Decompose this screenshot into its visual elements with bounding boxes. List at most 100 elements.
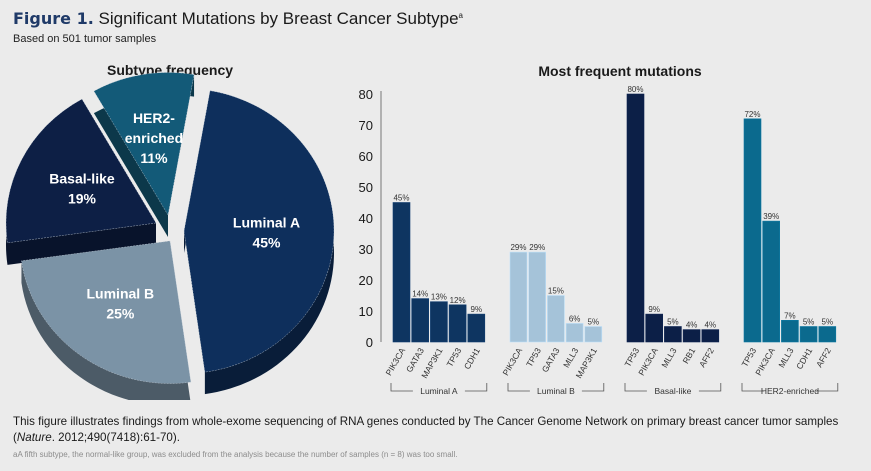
bar: [467, 313, 486, 343]
bar-value-label: 29%: [510, 243, 526, 252]
footnote: aA fifth subtype, the normal-like group,…: [13, 450, 458, 459]
x-tick-label: MLL3: [659, 346, 678, 370]
y-tick-label: 10: [359, 304, 373, 319]
pie-slice-label: Luminal B: [87, 286, 155, 302]
group-bracket-left: [624, 383, 647, 392]
caption-text: This figure illustrates findings from wh…: [13, 415, 839, 444]
group-bracket-left: [507, 383, 530, 392]
bar-chart-title: Most frequent mutations: [538, 63, 702, 79]
pie-slice-label: Basal-like: [49, 170, 115, 186]
bar: [818, 326, 837, 343]
pie-labels: Luminal A 45% Luminal B 25% Basal-like 19% HER…: [49, 110, 300, 322]
bar-value-label: 12%: [450, 296, 466, 305]
x-tick-label: MLL3: [561, 346, 580, 370]
x-tick-label: GATA3: [540, 346, 562, 374]
x-tick-label: AFF2: [814, 346, 833, 369]
bar: [430, 301, 448, 343]
pie-chart-title: Subtype frequency: [106, 62, 234, 78]
caption-journal: Nature: [16, 431, 52, 444]
bar-value-label: 80%: [627, 85, 643, 94]
bar: [584, 326, 603, 343]
bar: [682, 329, 701, 343]
bar-value-label: 15%: [548, 287, 564, 296]
bar: [762, 220, 781, 343]
group-bracket-left: [741, 383, 764, 392]
x-tick-label: CDH1: [794, 346, 814, 371]
group-label: HER2-enriched: [761, 386, 819, 396]
x-tick-label: TP53: [524, 346, 543, 369]
figure-caption: This figure illustrates findings from wh…: [13, 414, 863, 446]
figure-title-text: Significant Mutations by Breast Cancer S…: [98, 9, 459, 28]
pie-slice-label: Luminal A: [233, 214, 300, 230]
bar-value-label: 9%: [648, 305, 660, 314]
y-tick-label: 40: [359, 211, 373, 226]
bar-value-label: 29%: [529, 243, 545, 252]
group-label: Luminal A: [420, 386, 458, 396]
bar-value-label: 13%: [431, 293, 447, 302]
group-bracket-right: [464, 383, 488, 392]
y-tick-label: 20: [359, 273, 373, 288]
pie-slice: [183, 90, 335, 373]
x-tick-label: RB1: [680, 346, 697, 366]
pie-slice-label: HER2-: [133, 110, 175, 126]
pie-tops: [5, 72, 335, 384]
x-tick-label: PIK3CA: [383, 346, 407, 377]
bar-chart: 0102030405060708045%PIK3CA14%GATA313%MAP…: [359, 85, 839, 396]
pie-slice-value: 19%: [68, 190, 97, 206]
y-tick-label: 50: [359, 180, 373, 195]
bar-value-label: 45%: [393, 194, 409, 203]
bar: [664, 326, 682, 343]
bar-value-label: 39%: [763, 212, 779, 221]
bar: [547, 295, 565, 343]
group-bracket-left: [390, 383, 413, 392]
group-bracket-right: [698, 383, 722, 392]
x-tick-label: MLL3: [776, 346, 795, 370]
pie-slice-value: 11%: [140, 150, 168, 166]
footnote-marker: a: [458, 11, 463, 20]
bar: [743, 118, 762, 343]
bar: [392, 202, 411, 343]
bar: [626, 93, 645, 343]
caption-citation: . 2012;490(7418):61-70).: [51, 431, 180, 444]
bar-value-label: 5%: [667, 318, 679, 327]
bar: [509, 251, 528, 343]
bar-value-label: 7%: [784, 311, 796, 320]
bar: [528, 251, 547, 343]
pie-chart: Luminal A 45% Luminal B 25% Basal-like 19% HER…: [5, 72, 335, 400]
bar-value-label: 6%: [569, 314, 581, 323]
group-label: Luminal B: [537, 386, 575, 396]
pie-slice-value: 45%: [252, 234, 281, 250]
x-tick-label: AFF2: [697, 346, 716, 369]
bar-value-label: 4%: [686, 321, 698, 330]
y-tick-label: 60: [359, 149, 373, 164]
bar: [701, 329, 720, 343]
bar: [799, 326, 818, 343]
figure-subtitle: Based on 501 tumor samples: [13, 33, 157, 45]
bar-value-label: 5%: [803, 318, 815, 327]
bar: [645, 313, 664, 343]
group-label: Basal-like: [654, 386, 691, 396]
bar: [781, 319, 799, 343]
bar-value-label: 14%: [412, 290, 428, 299]
pie-slice-value: 25%: [106, 306, 135, 322]
bar-value-label: 9%: [471, 305, 483, 314]
figure-title: Figure 1. Significant Mutations by Breas…: [13, 9, 463, 29]
pie-slice: [93, 72, 195, 216]
bar: [411, 298, 430, 343]
figure-label: Figure 1.: [13, 9, 94, 28]
x-tick-label: PIK3CA: [500, 346, 524, 377]
bar-value-label: 72%: [744, 110, 760, 119]
bar-value-label: 5%: [588, 318, 600, 327]
y-tick-label: 30: [359, 242, 373, 257]
bar-value-label: 4%: [705, 321, 717, 330]
y-tick-label: 70: [359, 118, 373, 133]
y-tick-label: 80: [359, 87, 373, 102]
group-bracket-right: [815, 383, 839, 392]
pie-slice: [5, 98, 157, 244]
x-tick-label: TP53: [445, 346, 464, 369]
bar: [448, 304, 467, 343]
pie-slice: [21, 240, 192, 384]
x-tick-label: CDH1: [462, 346, 482, 371]
x-tick-label: TP53: [739, 346, 758, 369]
y-tick-label: 0: [366, 335, 373, 350]
